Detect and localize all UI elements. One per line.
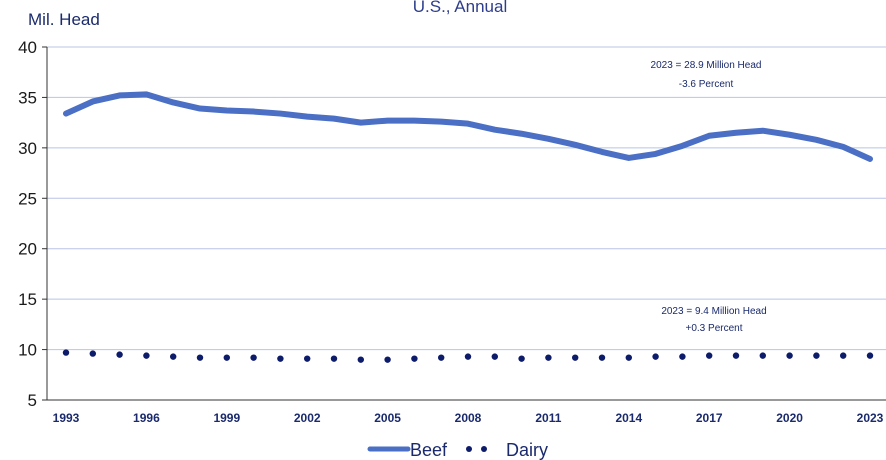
data-point-dairy: [866, 352, 874, 359]
data-point-dairy: [223, 354, 230, 361]
x-tick-label: 1996: [133, 411, 160, 425]
x-tick-label: 2005: [374, 411, 401, 425]
data-point-dairy: [89, 350, 97, 357]
data-point-dairy: [572, 354, 579, 361]
y-tick-label: 40: [18, 38, 37, 57]
data-point-dairy: [170, 353, 177, 360]
data-point-dairy: [518, 355, 525, 362]
x-tick-labels: 1993 1996 1999 2002 2005 2008 2011 2014 2017 2020…: [53, 411, 884, 425]
legend: Beef Dairy: [367, 440, 548, 460]
y-tick-label: 30: [18, 139, 37, 158]
data-point-dairy: [813, 352, 820, 359]
x-tick-label: 2011: [535, 411, 561, 425]
data-point-dairy: [304, 355, 311, 362]
axes: [42, 46, 886, 401]
data-point-dairy: [143, 352, 150, 359]
data-point-dairy: [598, 354, 606, 361]
data-point-dairy: [679, 353, 686, 360]
x-tick-label: 1993: [53, 411, 80, 425]
beef-annotation-line2: -3.6 Percent: [679, 79, 734, 90]
legend-dairy-dot: [481, 446, 487, 452]
data-point-dairy: [116, 351, 123, 358]
y-tick-label: 5: [28, 391, 37, 410]
data-point-dairy: [491, 353, 498, 360]
data-point-dairy: [732, 352, 740, 359]
data-point-dairy: [545, 354, 552, 361]
legend-dairy-label: Dairy: [506, 440, 548, 460]
data-point-dairy: [277, 355, 284, 362]
y-tick-labels: 5 10 15 20 25 30 35 40: [18, 38, 37, 410]
data-point-dairy: [840, 352, 847, 359]
data-point-dairy: [357, 356, 364, 363]
series: [62, 91, 874, 363]
data-point-dairy: [786, 352, 793, 359]
data-point-dairy: [652, 353, 659, 360]
data-point-dairy: [759, 352, 766, 359]
series-line-beef: [63, 91, 873, 162]
data-point-dairy: [330, 355, 338, 362]
dairy-annotation-line2: +0.3 Percent: [686, 323, 743, 334]
data-point-dairy: [384, 356, 391, 363]
data-point-dairy: [464, 353, 472, 360]
legend-dairy-dot: [466, 446, 472, 452]
y-tick-label: 15: [18, 290, 37, 309]
x-tick-label: 2014: [615, 411, 642, 425]
y-tick-label: 20: [18, 240, 37, 259]
y-axis-label: Mil. Head: [28, 10, 100, 29]
data-point-dairy: [250, 354, 257, 361]
x-tick-label: 2023: [857, 411, 884, 425]
chart-title: U.S., Annual: [413, 0, 508, 16]
y-tick-label: 25: [18, 189, 37, 208]
x-tick-label: 2002: [294, 411, 321, 425]
gridlines: [47, 46, 886, 351]
y-tick-label: 35: [18, 88, 37, 107]
data-point-dairy: [411, 355, 418, 362]
x-tick-label: 2020: [776, 411, 803, 425]
data-point-dairy: [62, 349, 70, 356]
data-point-dairy: [438, 354, 445, 361]
x-tick-label: 2008: [455, 411, 482, 425]
legend-beef-label: Beef: [410, 440, 448, 460]
data-point-dairy: [706, 352, 713, 359]
beef-annotation-line1: 2023 = 28.9 Million Head: [651, 60, 762, 71]
dairy-annotation-line1: 2023 = 9.4 Million Head: [661, 306, 766, 317]
y-tick-label: 10: [18, 341, 37, 360]
data-point-dairy: [625, 354, 632, 361]
data-point-dairy: [196, 354, 204, 361]
x-tick-label: 1999: [213, 411, 240, 425]
x-tick-label: 2017: [696, 411, 723, 425]
